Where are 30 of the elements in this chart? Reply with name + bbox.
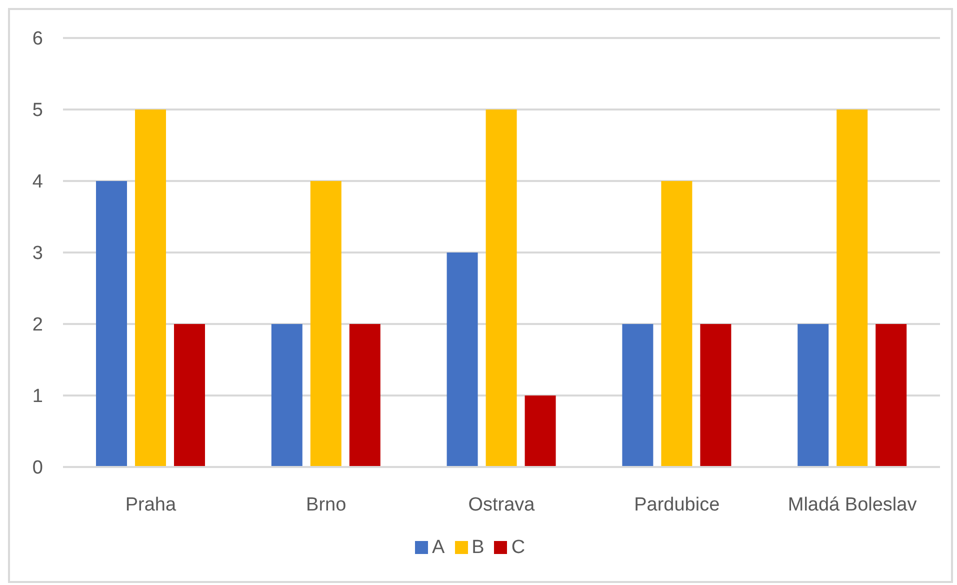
bar xyxy=(622,324,654,467)
bar xyxy=(836,110,868,467)
bar xyxy=(524,396,556,467)
y-tick-label: 3 xyxy=(32,243,43,264)
bar xyxy=(349,324,380,467)
x-tick-label: Praha xyxy=(125,494,176,516)
x-tick-label: Mladá Boleslav xyxy=(788,494,918,516)
x-tick-label: Brno xyxy=(306,494,346,516)
bar xyxy=(135,110,166,467)
y-tick-label: 1 xyxy=(32,386,43,408)
y-tick-label: 0 xyxy=(32,458,43,479)
x-tick-label: Pardubice xyxy=(634,494,720,516)
bar xyxy=(174,324,205,467)
y-tick-label: 6 xyxy=(32,28,43,50)
bar xyxy=(876,324,907,467)
bar xyxy=(310,181,342,467)
bar xyxy=(271,324,302,467)
bar xyxy=(798,324,829,467)
legend-label: C xyxy=(511,537,526,558)
y-tick-label: 2 xyxy=(32,314,43,336)
bar xyxy=(661,181,692,467)
y-tick-label: 5 xyxy=(32,100,43,122)
x-tick-label: Ostrava xyxy=(468,494,536,516)
bar xyxy=(446,252,478,467)
y-tick-label: 4 xyxy=(32,172,44,193)
legend-label: B xyxy=(472,537,484,558)
bar xyxy=(96,181,127,467)
legend-label: A xyxy=(432,537,445,558)
bar xyxy=(700,324,732,467)
bar xyxy=(486,110,517,467)
